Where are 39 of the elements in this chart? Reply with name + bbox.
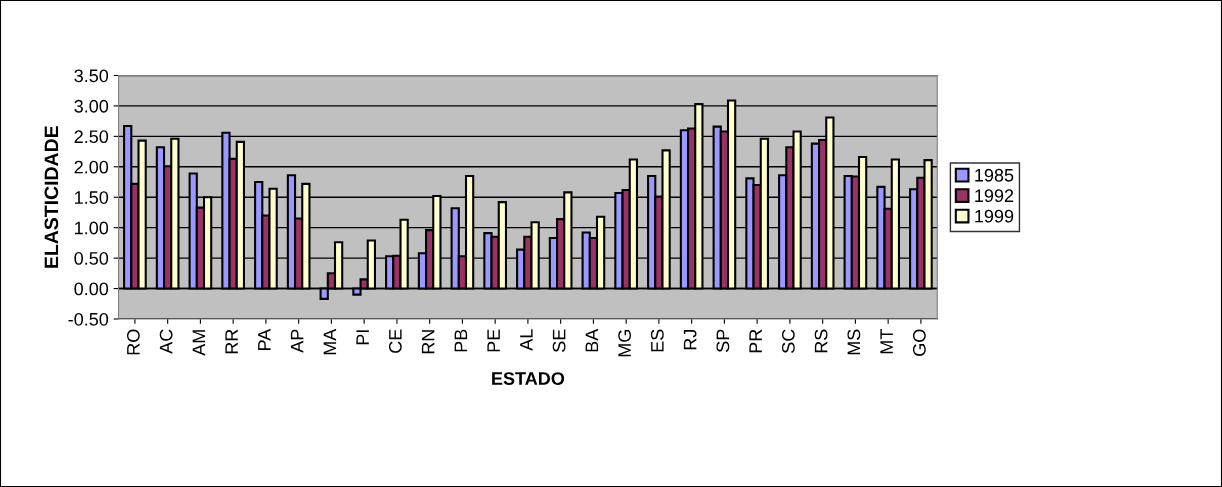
x-tick-label: MS: [847, 329, 861, 355]
x-tick-label: RN: [421, 330, 435, 354]
x-tick-label: PE: [487, 329, 500, 352]
x-tick-label: PA: [258, 328, 271, 350]
x-tick-label: AP: [290, 329, 304, 353]
x-tick-label: RO: [126, 329, 140, 355]
x-tick-label: ES: [650, 329, 664, 352]
y-tick-label: 1.00: [75, 221, 109, 235]
y-tick-label: -0.50: [68, 312, 109, 326]
x-tick-label: MG: [618, 330, 631, 357]
x-tick-label: SP: [716, 329, 730, 352]
x-tick-label: PB: [454, 329, 468, 352]
y-axis-title: ELASTICIDADE: [44, 126, 59, 268]
y-tick-label: 2.00: [74, 160, 109, 174]
x-tick-label: MA: [323, 328, 337, 355]
x-tick-label: AM: [192, 330, 206, 356]
legend-label: 1985: [975, 168, 1014, 182]
y-tick-label: 0.00: [74, 282, 109, 296]
x-tick-label: AC: [159, 329, 173, 354]
x-tick-label: GO: [912, 329, 926, 356]
y-tick-label: 0.50: [74, 252, 109, 265]
y-tick-label: 2.50: [74, 130, 109, 144]
x-tick-label: MT: [880, 329, 893, 354]
x-tick-label: PR: [749, 329, 762, 353]
x-tick-label: AL: [520, 329, 533, 351]
y-tick-label: 3.00: [74, 99, 109, 113]
x-tick-label: RR: [225, 329, 238, 354]
x-tick-label: RS: [814, 329, 828, 353]
x-axis-title: ESTADO: [492, 372, 565, 385]
x-tick-label: PI: [356, 330, 369, 345]
x-tick-label: SC: [781, 329, 795, 353]
y-tick-label: 1.50: [75, 191, 109, 204]
legend-label: 1999: [975, 209, 1014, 223]
legend-label: 1992: [975, 189, 1014, 203]
x-tick-label: BA: [585, 328, 599, 352]
x-tick-label: SE: [552, 329, 566, 352]
x-tick-label: RJ: [683, 330, 697, 350]
x-tick-label: CE: [388, 329, 402, 353]
y-tick-label: 3.50: [74, 69, 109, 83]
